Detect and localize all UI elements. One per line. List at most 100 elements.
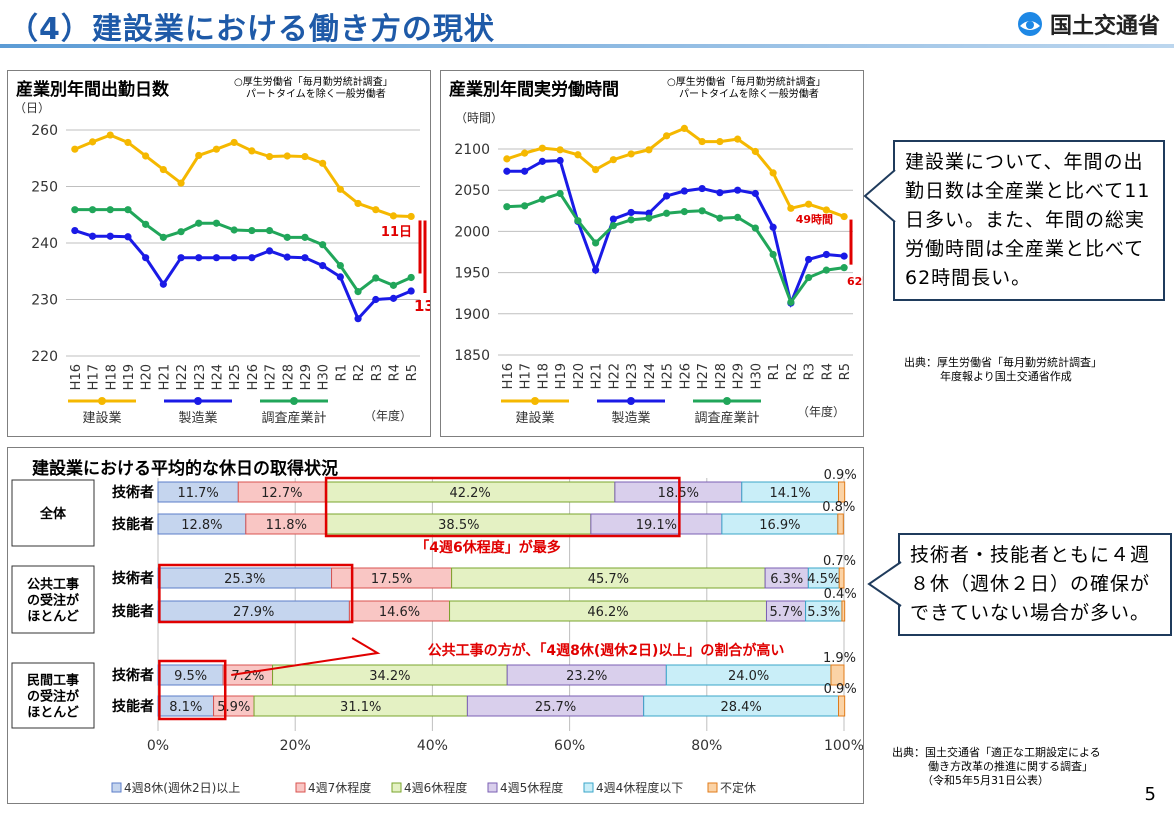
data-point [574, 217, 582, 225]
row-label: 技能者 [112, 698, 154, 715]
data-point [680, 187, 688, 195]
data-point [734, 213, 742, 221]
data-label: 1.9% [823, 651, 856, 666]
x-tick-label: H22 [607, 363, 622, 389]
x-tick-label: H20 [572, 363, 587, 389]
data-point [283, 152, 291, 160]
data-label: 23.2% [566, 669, 607, 684]
data-point [354, 287, 362, 296]
x-tick-label: R4 [387, 364, 402, 381]
legend-swatch [487, 782, 498, 793]
data-point [538, 195, 546, 203]
group-label-box [11, 479, 95, 547]
data-point [106, 206, 114, 214]
data-point [212, 145, 221, 153]
data-point [88, 138, 97, 146]
legend-label: 建設業 [82, 410, 121, 426]
data-point [663, 132, 671, 140]
source-top: 出典：厚生労働省「毎月勤労統計調査」 年度報より国土交通省作成 [904, 356, 1102, 383]
x-tick-label: 100% [824, 738, 863, 754]
data-point [124, 206, 132, 214]
x-tick-label: H22 [175, 364, 190, 390]
data-point [106, 232, 114, 240]
legend-marker [627, 397, 635, 405]
data-point [71, 226, 79, 235]
series-line [74, 208, 412, 294]
y-tick-label: 240 [31, 236, 58, 252]
data-point [556, 189, 564, 198]
data-label: 4.5% [807, 572, 840, 587]
data-point [805, 255, 813, 264]
legend-marker [531, 397, 539, 405]
group-label: 公共工事 [27, 577, 79, 593]
chart-title: 産業別年間実労働時間 [449, 80, 619, 100]
data-point [336, 273, 344, 281]
data-point [248, 254, 256, 262]
data-point [336, 185, 344, 193]
data-label: 5.7% [770, 605, 803, 620]
legend-swatch [707, 782, 718, 793]
data-point [124, 138, 132, 147]
data-label: 0.9% [824, 682, 857, 697]
y-tick-label: 2050 [454, 183, 490, 199]
data-point [645, 209, 653, 217]
x-tick-label: H21 [590, 363, 605, 389]
data-label: 14.1% [769, 486, 810, 501]
legend-marker [194, 397, 202, 405]
data-label: 14.6% [379, 605, 420, 620]
x-tick-label: R2 [785, 363, 800, 380]
data-point [159, 233, 167, 241]
data-point [822, 250, 830, 259]
legend-marker [98, 397, 106, 405]
callout-top-pointer [863, 169, 896, 223]
legend-label: 調査産業計 [694, 410, 759, 426]
data-point [822, 266, 830, 274]
data-point [840, 212, 848, 221]
group-label: の受注が [27, 593, 79, 609]
data-point [283, 233, 291, 241]
page-title: （4）建設業における働き方の現状 [8, 12, 495, 47]
data-point [407, 287, 415, 295]
group-label: ほとんど [27, 706, 79, 721]
title-underline [0, 44, 1174, 48]
legend-marker [290, 397, 298, 405]
data-point [389, 281, 398, 289]
data-point [372, 274, 380, 282]
data-point [680, 208, 688, 216]
data-point [319, 262, 327, 270]
data-point [751, 189, 759, 198]
data-point [301, 152, 309, 161]
data-point [769, 250, 777, 259]
data-point [556, 146, 564, 154]
x-axis-label: （年度） [364, 409, 413, 423]
data-point [372, 295, 380, 304]
series-line [506, 191, 845, 306]
data-point [212, 219, 221, 227]
data-point [265, 226, 274, 235]
x-tick-label: 80% [691, 738, 722, 754]
data-point [88, 232, 97, 240]
data-point [521, 167, 529, 175]
data-point [71, 206, 79, 214]
annotation-public-higher: 公共工事の方が、「4週8休(週休2日)以上」の割合が高い [428, 642, 785, 659]
x-tick-label: R1 [334, 364, 349, 381]
chart-title: 建設業における平均的な休日の取得状況 [32, 459, 338, 479]
diff-label-mfg: 49時間 [796, 212, 833, 226]
legend-label: 建設業 [515, 410, 554, 426]
data-point [88, 206, 97, 214]
series-line [74, 229, 412, 322]
group-label: 民間工事 [27, 673, 79, 689]
row-label: 技能者 [112, 516, 154, 533]
row-label: 技術者 [112, 667, 154, 684]
data-label: 0.8% [822, 500, 855, 515]
x-tick-label: H17 [519, 363, 534, 389]
data-point [248, 147, 256, 155]
data-point [680, 124, 688, 132]
x-tick-label: 40% [417, 738, 448, 754]
data-point [751, 224, 759, 232]
data-point [716, 189, 724, 197]
data-point [503, 203, 511, 211]
y-tick-label: 1900 [454, 307, 490, 323]
data-point [265, 152, 274, 161]
